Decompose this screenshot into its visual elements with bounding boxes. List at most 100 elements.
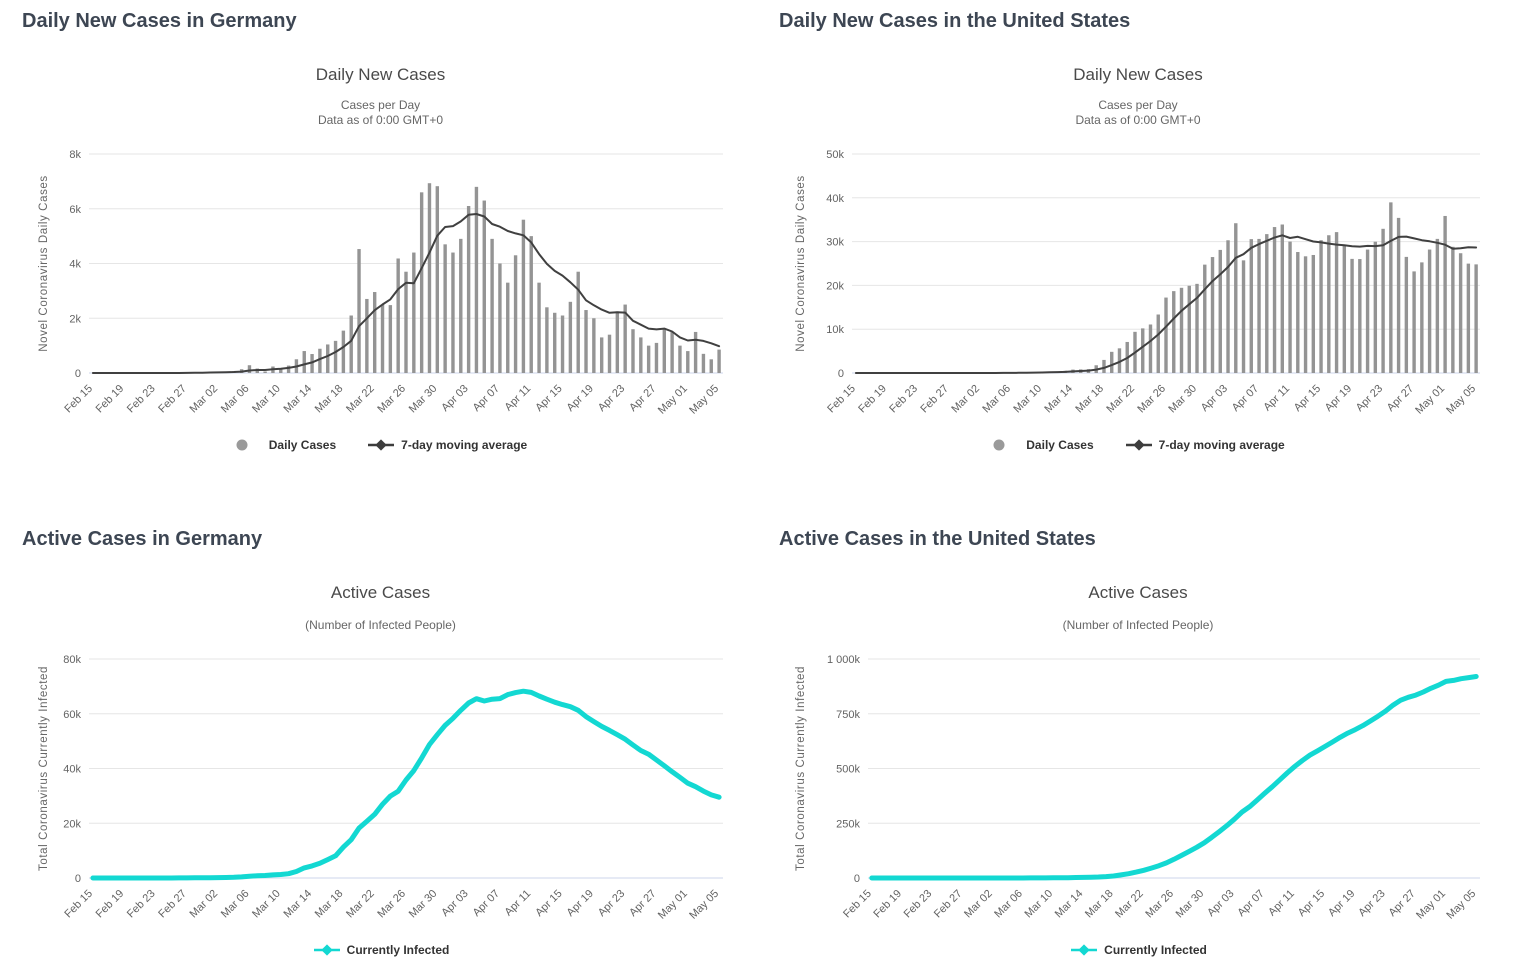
x-tick-label: Mar 14	[281, 383, 314, 416]
x-tick-label: May 05	[1444, 888, 1478, 922]
x-tick-label: Mar 14	[1053, 888, 1086, 921]
x-tick-label: Apr 27	[627, 383, 658, 414]
y-tick-label: 6k	[69, 204, 81, 216]
x-tick-label: May 05	[1444, 383, 1478, 417]
x-tick-label: Mar 30	[406, 383, 439, 416]
x-tick-label: Mar 18	[1083, 888, 1116, 921]
legend: Daily Cases 7-day moving average	[779, 438, 1497, 452]
legend-item-currently-infected[interactable]: Currently Infected	[1069, 943, 1207, 957]
legend-label: Daily Cases	[1026, 438, 1094, 452]
y-tick-label: 40k	[826, 193, 844, 205]
y-tick-label: 0	[838, 368, 844, 380]
x-tick-label: Mar 10	[250, 888, 283, 921]
x-tick-label: Feb 15	[62, 888, 95, 921]
x-tick-label: Mar 10	[1011, 383, 1044, 416]
heading-active-cases-germany: Active Cases in Germany	[22, 528, 263, 550]
x-tick-label: Apr 27	[1385, 383, 1416, 414]
chart-subtitle-line1: (Number of Infected People)	[1062, 618, 1214, 632]
moving-average-line	[854, 234, 1478, 374]
circle-marker-icon	[236, 439, 248, 451]
y-tick-label: 10k	[826, 324, 844, 336]
x-tick-label: Mar 30	[406, 888, 439, 921]
x-tick-label: Apr 15	[1292, 383, 1323, 414]
chart-subtitle-line1: Cases per Day	[1098, 98, 1178, 112]
legend-item-7-day-moving-average[interactable]: 7-day moving average	[366, 438, 527, 452]
x-tick-label: Apr 23	[595, 383, 626, 414]
x-tick-label: Mar 26	[375, 383, 408, 416]
legend-item-daily-cases[interactable]: Daily Cases	[234, 438, 336, 452]
x-tick-label: Feb 27	[156, 888, 189, 921]
chart-subtitle-line1: Cases per Day	[340, 98, 421, 112]
x-tick-label: Feb 23	[902, 888, 935, 921]
heading-daily-new-cases-united-states: Daily New Cases in the United States	[779, 10, 1131, 32]
y-tick-label: 500k	[836, 764, 860, 776]
x-tick-label: Mar 02	[949, 383, 982, 416]
x-tick-label: Mar 06	[980, 383, 1013, 416]
x-tick-label: Mar 26	[375, 888, 408, 921]
legend-item-daily-cases[interactable]: Daily Cases	[991, 438, 1094, 452]
y-tick-label: 20k	[826, 280, 844, 292]
x-tick-label: Feb 27	[932, 888, 965, 921]
x-tick-label: Apr 27	[627, 888, 658, 919]
legend-item-currently-infected[interactable]: Currently Infected	[312, 943, 450, 957]
panel-daily-new-cases-united-states: Daily New Cases in the United States Dai…	[757, 0, 1515, 452]
x-tick-label: Mar 22	[344, 888, 377, 921]
y-tick-label: 40k	[63, 764, 81, 776]
x-tick-label: Feb 15	[825, 383, 858, 416]
line-diamond-marker-icon	[313, 944, 340, 956]
x-tick-label: Feb 23	[124, 888, 157, 921]
chart-subtitle-line2: Data as of 0:00 GMT+0	[1075, 113, 1201, 127]
x-tick-label: Feb 27	[918, 383, 951, 416]
line-diamond-marker-icon	[368, 439, 395, 451]
x-tick-label: Mar 10	[1023, 888, 1056, 921]
y-axis-title: Total Coronavirus Currently Infected	[38, 666, 50, 871]
chart-title: Daily New Cases	[315, 65, 446, 84]
legend-label: Daily Cases	[268, 438, 337, 452]
daily-cases-bars	[168, 183, 721, 374]
x-tick-label: May 01	[1414, 888, 1448, 922]
x-tick-label: Mar 10	[250, 383, 283, 416]
moving-average-line	[91, 213, 720, 374]
x-tick-label: Feb 23	[124, 383, 157, 416]
y-tick-label: 8k	[69, 149, 81, 161]
y-tick-label: 80k	[63, 654, 81, 666]
x-tick-label: Apr 19	[1323, 383, 1354, 414]
y-tick-label: 0	[74, 368, 80, 380]
x-tick-label: Feb 15	[841, 888, 874, 921]
legend-label: 7-day moving average	[1158, 438, 1285, 452]
x-tick-label: Apr 23	[595, 888, 626, 919]
legend: Currently Infected	[779, 943, 1497, 957]
x-tick-label: Apr 15	[1296, 888, 1327, 919]
legend-label: Currently Infected	[346, 943, 450, 957]
x-tick-label: Apr 15	[533, 383, 564, 414]
x-tick-label: Mar 14	[1042, 383, 1075, 416]
x-tick-label: Apr 23	[1354, 383, 1385, 414]
x-tick-label: Apr 11	[502, 888, 533, 919]
y-tick-label: 30k	[826, 237, 844, 249]
chart-title: Active Cases	[1088, 583, 1188, 602]
y-axis-title: Total Coronavirus Currently Infected	[795, 666, 807, 871]
x-tick-label: Mar 06	[218, 383, 251, 416]
x-tick-label: Apr 11	[502, 383, 533, 414]
y-tick-label: 20k	[63, 818, 81, 830]
x-tick-label: Apr 03	[1205, 888, 1236, 919]
x-tick-label: Apr 23	[1356, 888, 1387, 919]
x-tick-label: Apr 07	[470, 888, 501, 919]
y-axis-title: Novel Coronavirus Daily Cases	[795, 175, 807, 352]
circle-marker-icon	[993, 439, 1005, 451]
chart-title: Daily New Cases	[1073, 65, 1203, 84]
x-tick-label: Mar 26	[1135, 383, 1168, 416]
legend-item-7-day-moving-average[interactable]: 7-day moving average	[1124, 438, 1285, 452]
panel-daily-new-cases-germany: Daily New Cases in Germany Daily New Cas…	[0, 0, 757, 452]
y-tick-label: 250k	[836, 818, 860, 830]
panel-active-cases-united-states: Active Cases in the United States Active…	[757, 518, 1515, 957]
heading-active-cases-united-states: Active Cases in the United States	[779, 528, 1096, 550]
line-diamond-marker-icon	[1071, 944, 1098, 956]
x-tick-label: Mar 02	[962, 888, 995, 921]
x-tick-label: Mar 18	[312, 383, 345, 416]
